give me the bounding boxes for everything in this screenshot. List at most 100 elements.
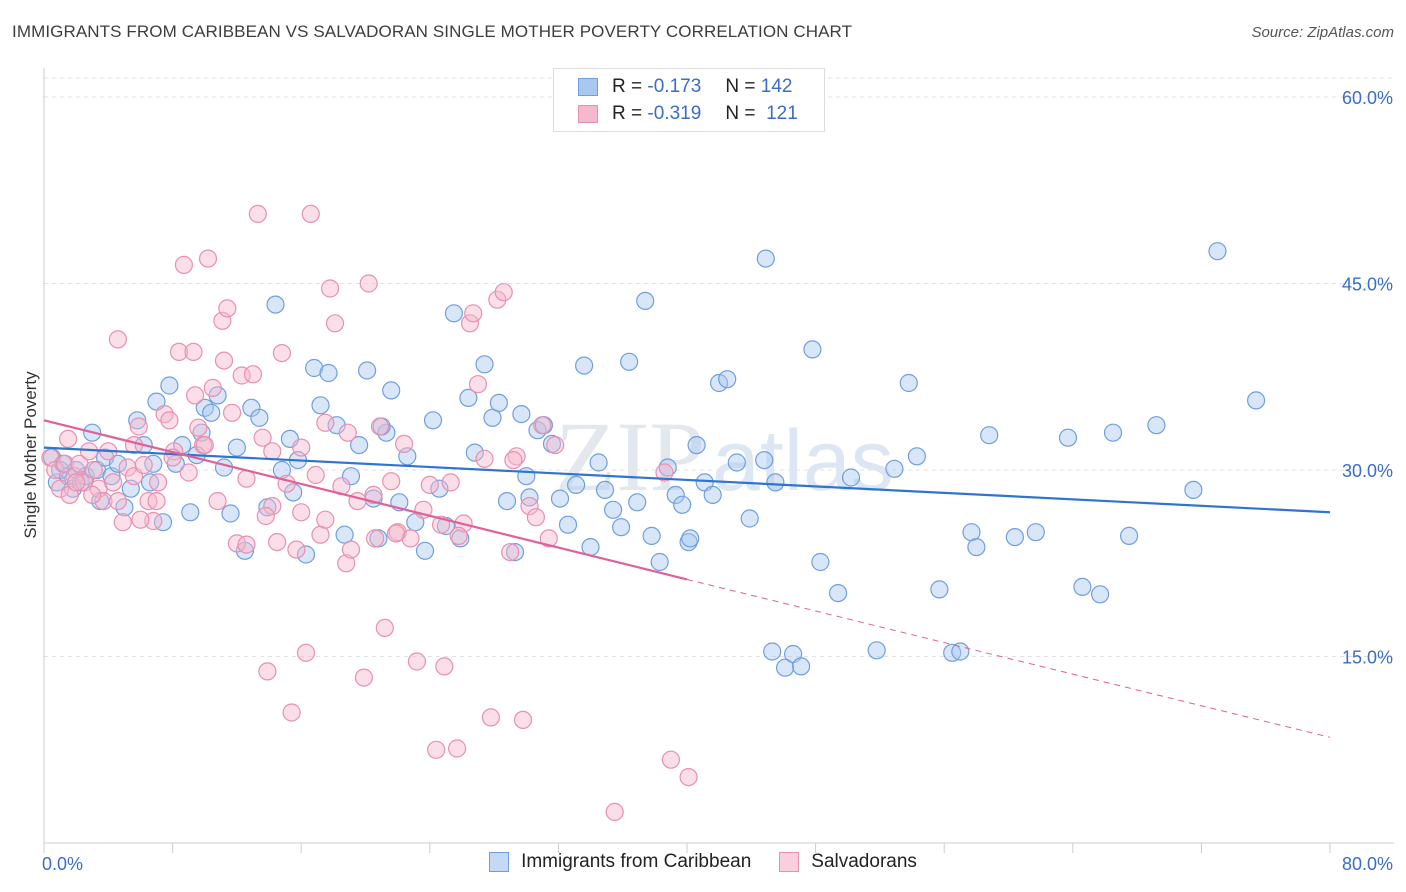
point-caribbean bbox=[319, 363, 338, 383]
legend-n-label: N = bbox=[725, 103, 756, 124]
point-caribbean bbox=[1208, 242, 1227, 261]
point-salvadorans bbox=[83, 485, 102, 504]
point-salvadorans bbox=[546, 436, 565, 455]
point-caribbean bbox=[1119, 526, 1139, 546]
point-salvadorans bbox=[427, 740, 446, 759]
point-caribbean bbox=[619, 352, 639, 371]
point-salvadorans bbox=[214, 351, 234, 370]
point-salvadorans bbox=[218, 299, 237, 318]
point-salvadorans bbox=[475, 449, 494, 468]
point-salvadorans bbox=[481, 708, 500, 727]
point-caribbean bbox=[1073, 577, 1092, 597]
watermark: ZIP bbox=[555, 401, 705, 512]
point-caribbean bbox=[350, 436, 369, 455]
grid-layer bbox=[44, 77, 1394, 657]
point-salvadorans bbox=[520, 497, 539, 516]
point-salvadorans bbox=[301, 204, 320, 223]
point-salvadorans bbox=[464, 304, 483, 323]
point-caribbean bbox=[930, 580, 949, 599]
point-salvadorans bbox=[55, 454, 75, 473]
legend-swatch-pink bbox=[578, 105, 598, 123]
point-salvadorans bbox=[449, 526, 468, 546]
point-caribbean bbox=[415, 541, 435, 560]
point-salvadorans bbox=[94, 492, 113, 511]
point-salvadorans bbox=[513, 710, 533, 730]
point-caribbean bbox=[1184, 480, 1203, 499]
point-salvadorans bbox=[468, 375, 488, 394]
point-caribbean bbox=[497, 492, 517, 511]
point-caribbean bbox=[1103, 423, 1123, 442]
trend-line-salvadorans-extension bbox=[686, 578, 1331, 738]
point-caribbean bbox=[144, 454, 163, 473]
point-salvadorans bbox=[354, 668, 373, 687]
point-salvadorans bbox=[539, 529, 558, 548]
watermark-atlas: atlas bbox=[712, 413, 894, 509]
legend-row-salvadorans: R = -0.319 N = 121 bbox=[578, 102, 798, 126]
legend-item-caribbean: Immigrants from Caribbean bbox=[489, 851, 751, 873]
point-salvadorans bbox=[661, 750, 681, 769]
point-salvadorans bbox=[134, 455, 153, 475]
legend-r-value: -0.319 bbox=[647, 103, 702, 124]
legend-item-salvadorans: Salvadorans bbox=[779, 851, 917, 873]
point-caribbean bbox=[967, 537, 986, 557]
point-salvadorans bbox=[348, 492, 367, 511]
point-salvadorans bbox=[316, 510, 335, 529]
series-salvadorans bbox=[41, 204, 698, 822]
point-salvadorans bbox=[321, 279, 340, 298]
series-caribbean bbox=[42, 242, 1266, 677]
y-tick-label: 60.0% bbox=[1342, 88, 1393, 108]
y-axis-label: Single Mother Poverty bbox=[21, 371, 40, 539]
point-salvadorans bbox=[679, 767, 698, 787]
point-salvadorans bbox=[227, 534, 246, 553]
source-label: Source: ZipAtlas.com bbox=[1251, 24, 1394, 41]
point-caribbean bbox=[703, 485, 722, 504]
point-salvadorans bbox=[311, 525, 330, 544]
point-caribbean bbox=[811, 552, 830, 572]
point-caribbean bbox=[108, 454, 128, 473]
point-caribbean bbox=[128, 411, 147, 430]
point-salvadorans bbox=[50, 479, 70, 498]
point-caribbean bbox=[1090, 585, 1110, 604]
point-salvadorans bbox=[435, 657, 454, 676]
point-salvadorans bbox=[504, 451, 523, 470]
point-salvadorans bbox=[268, 532, 287, 552]
trend-line-salvadorans bbox=[43, 419, 688, 581]
point-caribbean bbox=[266, 295, 285, 314]
point-salvadorans bbox=[258, 662, 277, 681]
legend-r-label: R = bbox=[612, 76, 643, 97]
point-caribbean bbox=[341, 467, 361, 486]
point-caribbean bbox=[756, 249, 775, 268]
point-caribbean bbox=[423, 411, 443, 430]
point-salvadorans bbox=[155, 405, 174, 424]
point-salvadorans bbox=[448, 739, 467, 758]
point-caribbean bbox=[505, 542, 525, 562]
label-layer: 15.0% 30.0% 45.0% 60.0% 0.0% 80.0% Single Moth… bbox=[21, 88, 1393, 874]
stats-legend: R = -0.173 N = 142 R = -0.319 N = 121 bbox=[553, 68, 825, 132]
point-caribbean bbox=[311, 396, 330, 415]
point-salvadorans bbox=[223, 403, 242, 422]
point-salvadorans bbox=[237, 535, 256, 554]
point-salvadorans bbox=[169, 342, 189, 361]
point-salvadorans bbox=[488, 290, 507, 309]
point-caribbean bbox=[574, 356, 594, 375]
point-caribbean bbox=[885, 459, 904, 478]
point-caribbean bbox=[1147, 416, 1166, 435]
point-caribbean bbox=[475, 355, 494, 374]
legend-r-label: R = bbox=[612, 103, 643, 124]
point-caribbean bbox=[550, 489, 570, 508]
point-salvadorans bbox=[189, 418, 208, 437]
point-salvadorans bbox=[370, 417, 390, 436]
point-caribbean bbox=[221, 504, 240, 523]
legend-swatch-blue bbox=[489, 852, 510, 872]
point-caribbean bbox=[517, 467, 536, 486]
point-caribbean bbox=[1026, 523, 1045, 542]
point-salvadorans bbox=[208, 492, 227, 511]
y-tick-label: 15.0% bbox=[1342, 648, 1393, 668]
point-caribbean bbox=[611, 518, 631, 537]
point-salvadorans bbox=[160, 411, 179, 430]
point-caribbean bbox=[382, 381, 401, 400]
point-caribbean bbox=[951, 642, 970, 661]
point-salvadorans bbox=[655, 463, 674, 482]
point-caribbean bbox=[465, 443, 484, 462]
